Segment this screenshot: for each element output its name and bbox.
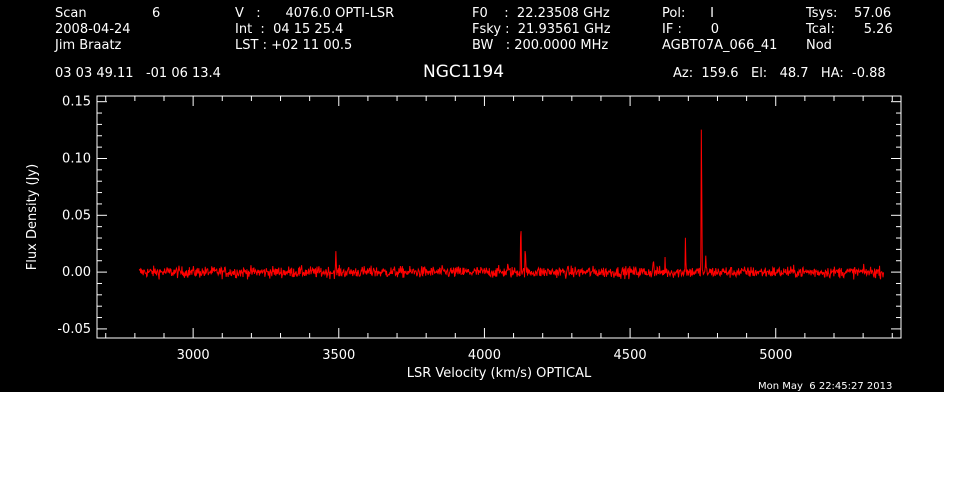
project-id: AGBT07A_066_41: [662, 38, 778, 53]
y-axis-label: Flux Density (Jy): [25, 164, 40, 270]
plot-frame: [96, 95, 902, 339]
sky-frequency: Fsky : 21.93561 GHz: [472, 22, 611, 37]
y-tick-label: -0.05: [57, 322, 91, 337]
y-tick-label: 0.10: [62, 151, 91, 166]
procedure-name: Nod: [806, 38, 832, 53]
source-coordinates: 03 03 49.11 -01 06 13.4: [55, 66, 221, 81]
x-tick-label: 4500: [614, 348, 647, 363]
if-number: IF : 0: [662, 22, 720, 37]
x-tick-label: 5000: [759, 348, 792, 363]
x-tick-label: 4000: [468, 348, 501, 363]
spectrum-chart: 3000 3500 4000 4500 5000 -0.05 0.00 0.05 0.10 0.1…: [25, 95, 902, 381]
y-tick-label: 0.05: [62, 208, 91, 223]
timestamp: Mon May 6 22:45:27 2013: [758, 381, 893, 392]
x-tick-label: 3500: [322, 348, 355, 363]
x-tick-label: 3000: [177, 348, 210, 363]
lst-info: LST : +02 11 00.5: [235, 38, 353, 53]
y-tick-label: 0.15: [62, 95, 91, 110]
obs-date: 2008-04-24: [55, 22, 131, 37]
y-tick-label: 0.00: [62, 265, 91, 280]
spectrum-line: [138, 129, 885, 280]
observer-name: Jim Braatz: [55, 38, 122, 53]
pointing-info: Az: 159.6 El: 48.7 HA: -0.88: [673, 66, 886, 81]
source-name: NGC1194: [423, 62, 505, 82]
scan-label: Scan: [55, 6, 87, 21]
x-axis-label: LSR Velocity (km/s) OPTICAL: [407, 366, 592, 381]
integration-time: Int : 04 15 25.4: [235, 22, 344, 37]
velocity-info: V : 4076.0 OPTI-LSR: [235, 6, 395, 21]
scan-number: 6: [152, 6, 161, 21]
polarization: Pol: I: [662, 6, 714, 21]
rest-frequency: F0 : 22.23508 GHz: [472, 6, 610, 21]
system-temperature: Tsys: 57.06: [806, 6, 892, 21]
bandwidth: BW : 200.0000 MHz: [472, 38, 609, 53]
calibration-temperature: Tcal: 5.26: [806, 22, 893, 37]
plot-panel: Scan 6 2008-04-24 Jim Braatz V : 4076.0 …: [0, 0, 944, 392]
